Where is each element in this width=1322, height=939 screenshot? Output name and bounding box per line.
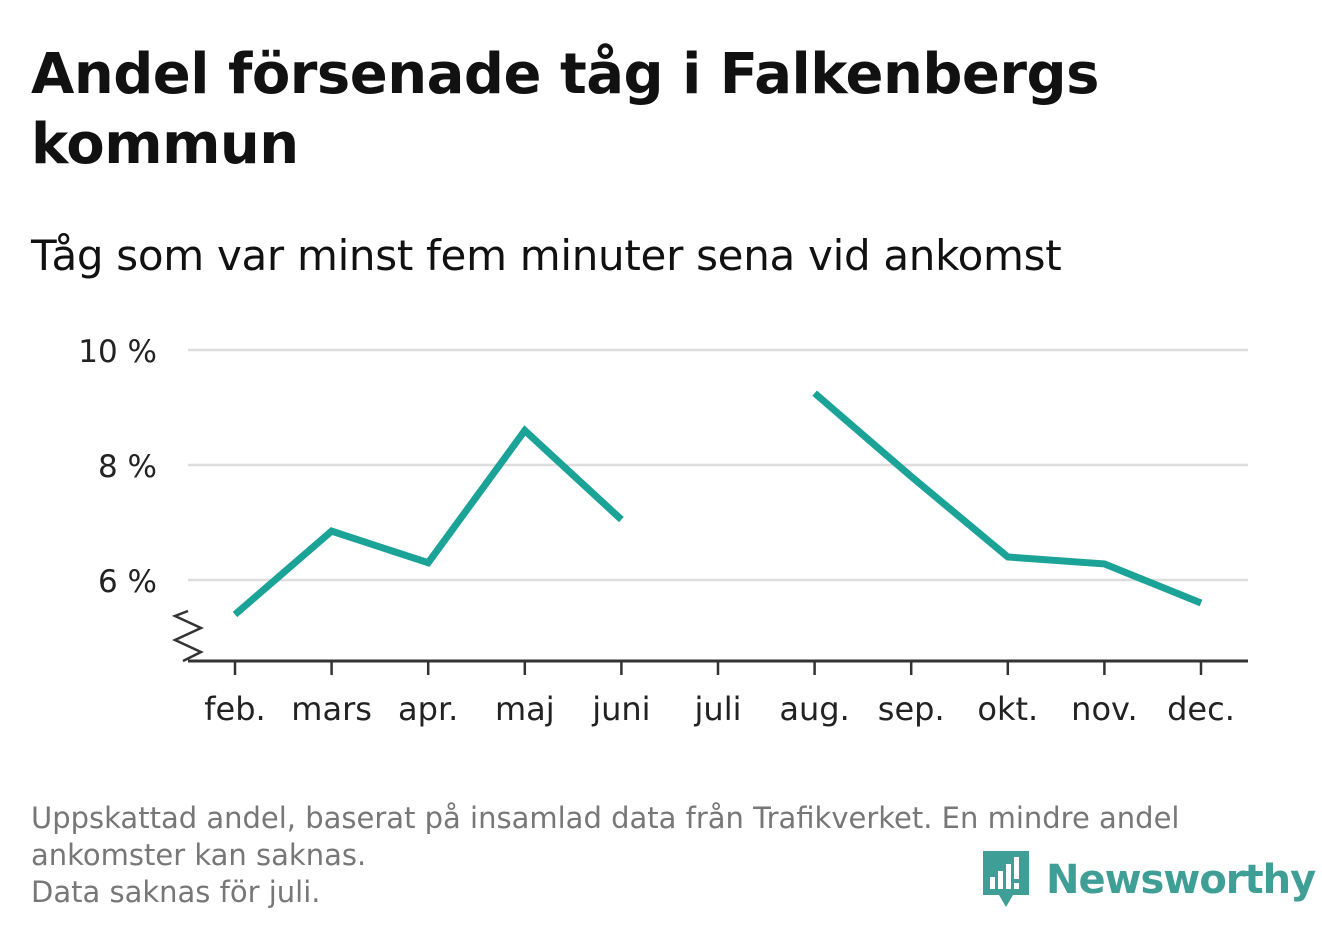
newsworthy-logo-icon: [983, 851, 1029, 907]
x-tick-labels: feb. mars apr. maj juni juli aug. sep. okt. nov. d…: [204, 690, 1235, 728]
y-tick-labels: 6 % 8 % 10 %: [78, 334, 157, 600]
series-lines: [232, 390, 1203, 618]
brand-name: Newsworthy: [1046, 857, 1316, 903]
x-axis: [171, 609, 1248, 675]
footnote-line-2: ankomster kan saknas.: [31, 838, 367, 872]
x-tick-label: juni: [591, 690, 650, 728]
y-tick-label: 10 %: [78, 334, 157, 370]
x-tick-label: sep.: [878, 690, 945, 728]
footnote: Uppskattad andel, baserat på insamlad da…: [31, 800, 1291, 911]
brand: Newsworthy: [980, 848, 1316, 912]
line-chart: 6 % 8 % 10 % feb. mars apr. maj juni juli aug. se…: [78, 334, 1248, 728]
x-tick-label: apr.: [398, 690, 458, 728]
x-tick-label: nov.: [1071, 690, 1137, 728]
x-tick-label: okt.: [977, 690, 1038, 728]
footnote-line-3: Data saknas för juli.: [31, 875, 321, 909]
x-tick-label: juli: [694, 690, 742, 728]
x-tick-label: feb.: [204, 690, 265, 728]
y-tick-label: 8 %: [98, 449, 157, 485]
series-line: [232, 425, 624, 618]
axis-break-icon: [171, 609, 204, 663]
x-tick-label: mars: [291, 690, 372, 728]
x-tick-label: dec.: [1167, 690, 1235, 728]
x-tick-label: maj: [495, 690, 555, 728]
chart-subtitle: Tåg som var minst fem minuter sena vid a…: [31, 231, 1062, 280]
x-tick-label: aug.: [779, 690, 849, 728]
series-line: [812, 390, 1203, 607]
footnote-line-1: Uppskattad andel, baserat på insamlad da…: [31, 801, 1180, 835]
grid-lines: [188, 348, 1248, 582]
chart-title: Andel försenade tåg i Falkenbergs kommun: [31, 42, 1099, 177]
y-tick-label: 6 %: [98, 564, 157, 600]
